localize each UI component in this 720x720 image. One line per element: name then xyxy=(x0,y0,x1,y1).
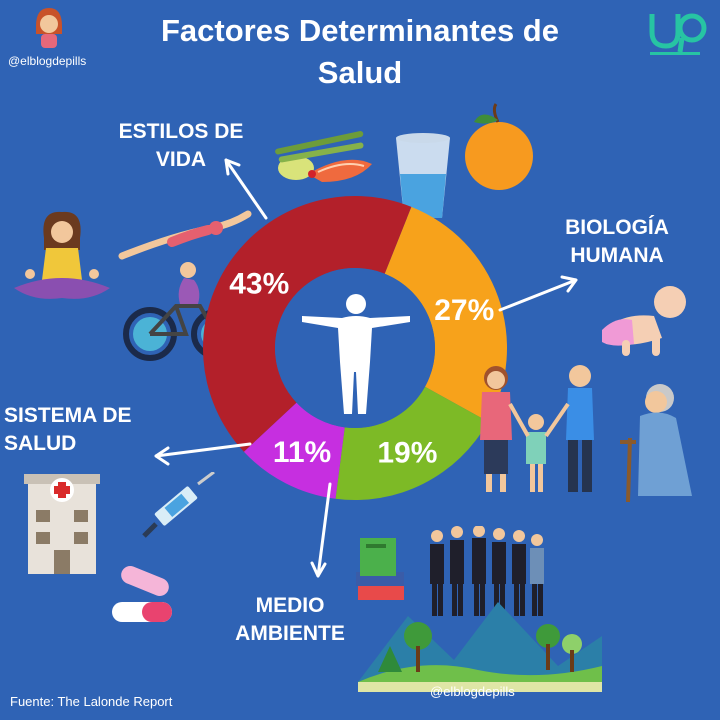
donut-segment-sistema-de-salud xyxy=(243,402,345,499)
title-line-1: Factores Determinantes de xyxy=(161,13,559,48)
human-body-icon xyxy=(302,294,410,414)
donut-segment-medio-ambiente xyxy=(335,386,488,501)
pills-icon xyxy=(112,566,172,622)
label-sistema-de-salud: SISTEMA DE SALUD xyxy=(4,404,132,455)
vegetables-icon xyxy=(275,131,372,182)
donut-value-label: 27% xyxy=(434,294,494,327)
handle-bottom: @elblogdepills xyxy=(430,684,515,699)
donut-value-label: 19% xyxy=(377,437,437,470)
woman-avatar-icon xyxy=(36,8,62,48)
orange-icon xyxy=(465,103,533,190)
title-line-2: Salud xyxy=(317,55,403,90)
arrow-estilos xyxy=(224,158,268,220)
syringe-icon xyxy=(142,472,215,538)
up-logo-icon xyxy=(649,13,707,55)
business-people-icon xyxy=(430,526,544,616)
donut-segment-biolog-a-humana xyxy=(384,206,507,422)
handle-top: @elblogdepills xyxy=(8,54,87,68)
books-icon xyxy=(356,538,404,600)
meditation-icon xyxy=(14,211,110,299)
landscape-icon xyxy=(358,602,602,692)
arrow-biologia xyxy=(498,275,578,312)
donut-value-label: 11% xyxy=(273,436,331,469)
donut-value-label: 43% xyxy=(229,268,289,301)
hospital-icon xyxy=(24,474,100,574)
arrow-medio xyxy=(310,482,332,578)
elderly-woman-icon xyxy=(620,384,692,503)
label-biologia-humana: BIOLOGÍA HUMANA xyxy=(565,216,669,267)
arrow-sistema xyxy=(154,442,252,466)
label-estilos-de-vida: ESTILOS DE VIDA xyxy=(118,120,244,171)
baby-icon xyxy=(602,286,686,356)
family-icon xyxy=(480,365,594,492)
label-medio-ambiente: MEDIO AMBIENTE xyxy=(235,594,345,645)
donut-segment-estilos-de-vida xyxy=(203,195,412,452)
source-note: Fuente: The Lalonde Report xyxy=(10,694,173,709)
page-title: Factores Determinantes de Salud xyxy=(130,10,590,94)
swimmer-icon xyxy=(118,210,252,260)
